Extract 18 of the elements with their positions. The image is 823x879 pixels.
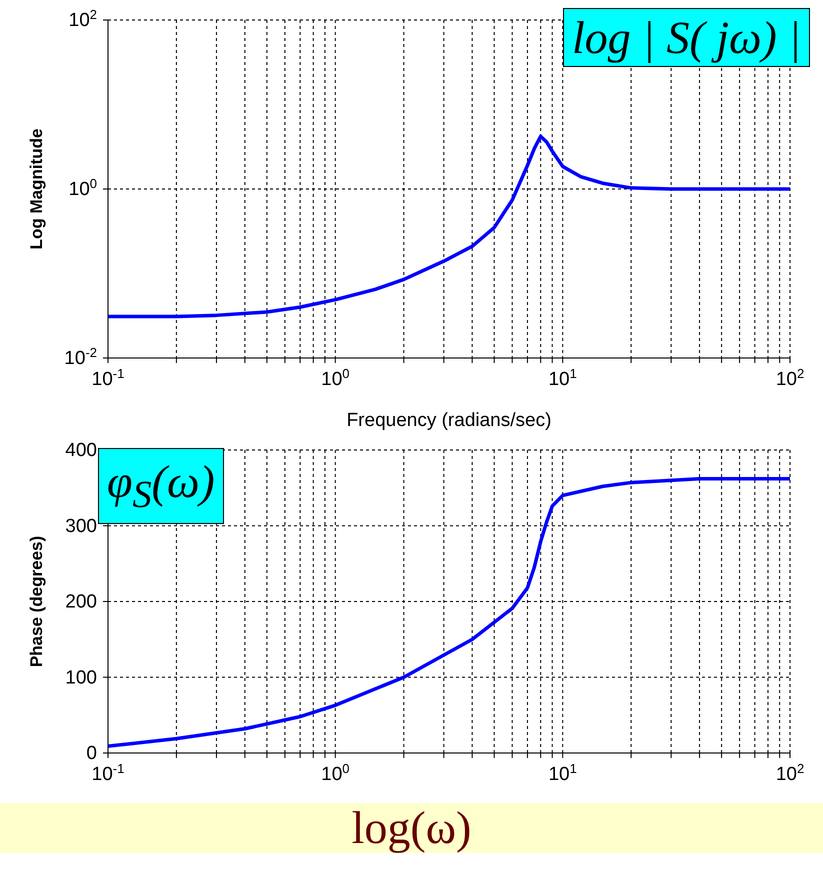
x-tick-label: 10$^{1}$ (548, 760, 577, 785)
y-tick-label: 10$^{2}$ (68, 6, 97, 31)
x-tick-label: 10$^{2}$ (776, 760, 804, 785)
x-axis-title: log(ω) (0, 802, 823, 853)
x-tick-label: 10$^{2}$ (776, 366, 804, 390)
y-tick-label: 10$^{0}$ (68, 176, 97, 200)
annotation: log | S( jω) | (563, 8, 810, 67)
x-tick-label: 10$^{1}$ (548, 366, 577, 390)
y-axis-title: Log Magnitude (27, 128, 46, 250)
x-tick-label: 10$^{0}$ (321, 366, 350, 390)
y-tick-label: 300 (65, 516, 97, 537)
x-tick-label: 10$^{0}$ (321, 760, 350, 785)
annotation: φ$_{S}$(ω) (98, 448, 224, 524)
y-tick-label: 400 (65, 440, 97, 461)
y-tick-label: 200 (65, 592, 97, 612)
y-axis-title: Phase (degrees) (27, 536, 46, 668)
x-axis-title: Frequency (radians/sec) (346, 410, 552, 431)
y-tick-label: 100 (65, 667, 97, 688)
